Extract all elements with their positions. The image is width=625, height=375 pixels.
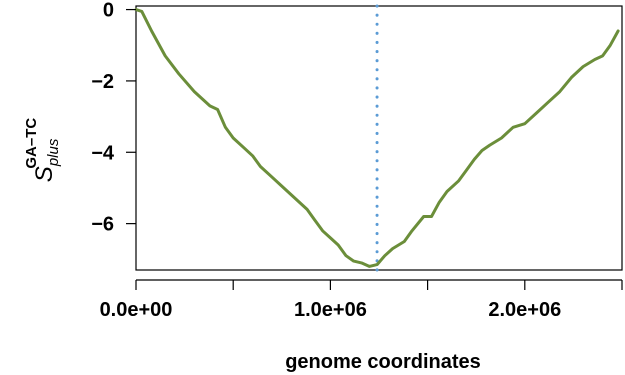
plot-box [135,5,623,271]
y-tick-label: 0 [103,0,114,22]
svg-text:SplusGA–TC: Splus GA–TC [23,118,62,183]
x-tick-label: 1.0e+06 [294,299,367,321]
y-axis-title-subscript: plus [45,138,62,167]
series-line-0 [134,8,620,268]
y-axis-title-superscript: GA–TC [23,118,40,169]
y-tick-label: −6 [91,214,114,236]
x-axis-title: genome coordinates [285,351,481,373]
series-layer [134,8,620,268]
y-axis: 0 −2 −4 −6 [91,0,136,236]
y-axis-title: Splus GA–TC [23,118,62,183]
y-tick-label: −4 [91,142,115,164]
y-axis-title-main: S [31,166,58,182]
x-tick-label: 0.0e+00 [100,299,173,321]
plot-frame [135,5,623,271]
y-tick-label: −2 [91,71,114,93]
x-tick-label: 2.0e+06 [488,299,561,321]
x-axis: 0.0e+00 1.0e+06 2.0e+06 [100,279,623,321]
